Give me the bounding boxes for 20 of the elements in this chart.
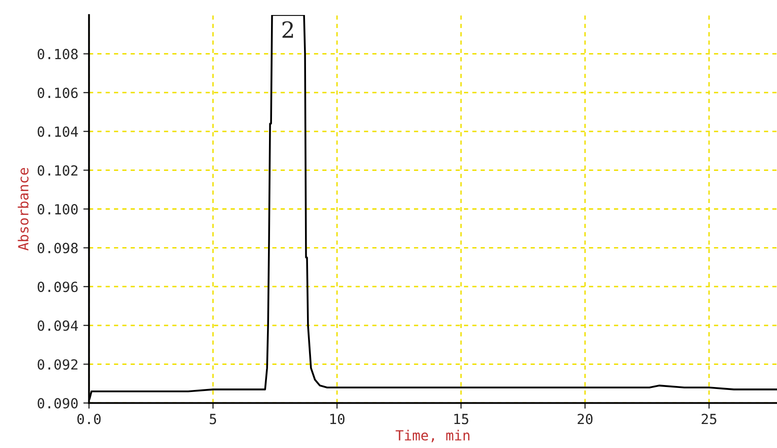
y-tick-label: 0.102 <box>38 165 78 176</box>
x-tick-label: 10 <box>330 414 344 424</box>
x-tick-label: 15 <box>454 414 468 424</box>
annotation: 2 <box>282 21 293 38</box>
y-tick-label: 0.100 <box>38 204 78 215</box>
line-series <box>89 15 777 400</box>
x-tick-label: 5 <box>210 414 216 424</box>
y-tick-label: 0.092 <box>38 359 78 370</box>
y-tick-label: 0.098 <box>38 242 78 254</box>
y-tick-label: 0.096 <box>38 282 78 292</box>
y-tick-label: 0.108 <box>38 48 78 60</box>
y-tick-label: 0.106 <box>38 88 78 98</box>
y-axis-title: Absorbance <box>18 168 29 251</box>
x-tick-label: 25 <box>702 414 716 424</box>
y-tick-label: 0.090 <box>38 398 78 409</box>
y-tick-label: 0.104 <box>38 126 78 137</box>
x-tick-label: 0.0 <box>77 414 101 424</box>
y-tick-label: 0.094 <box>38 320 78 331</box>
x-tick-label: 20 <box>578 414 592 424</box>
x-axis-title: Time, min <box>396 430 470 442</box>
